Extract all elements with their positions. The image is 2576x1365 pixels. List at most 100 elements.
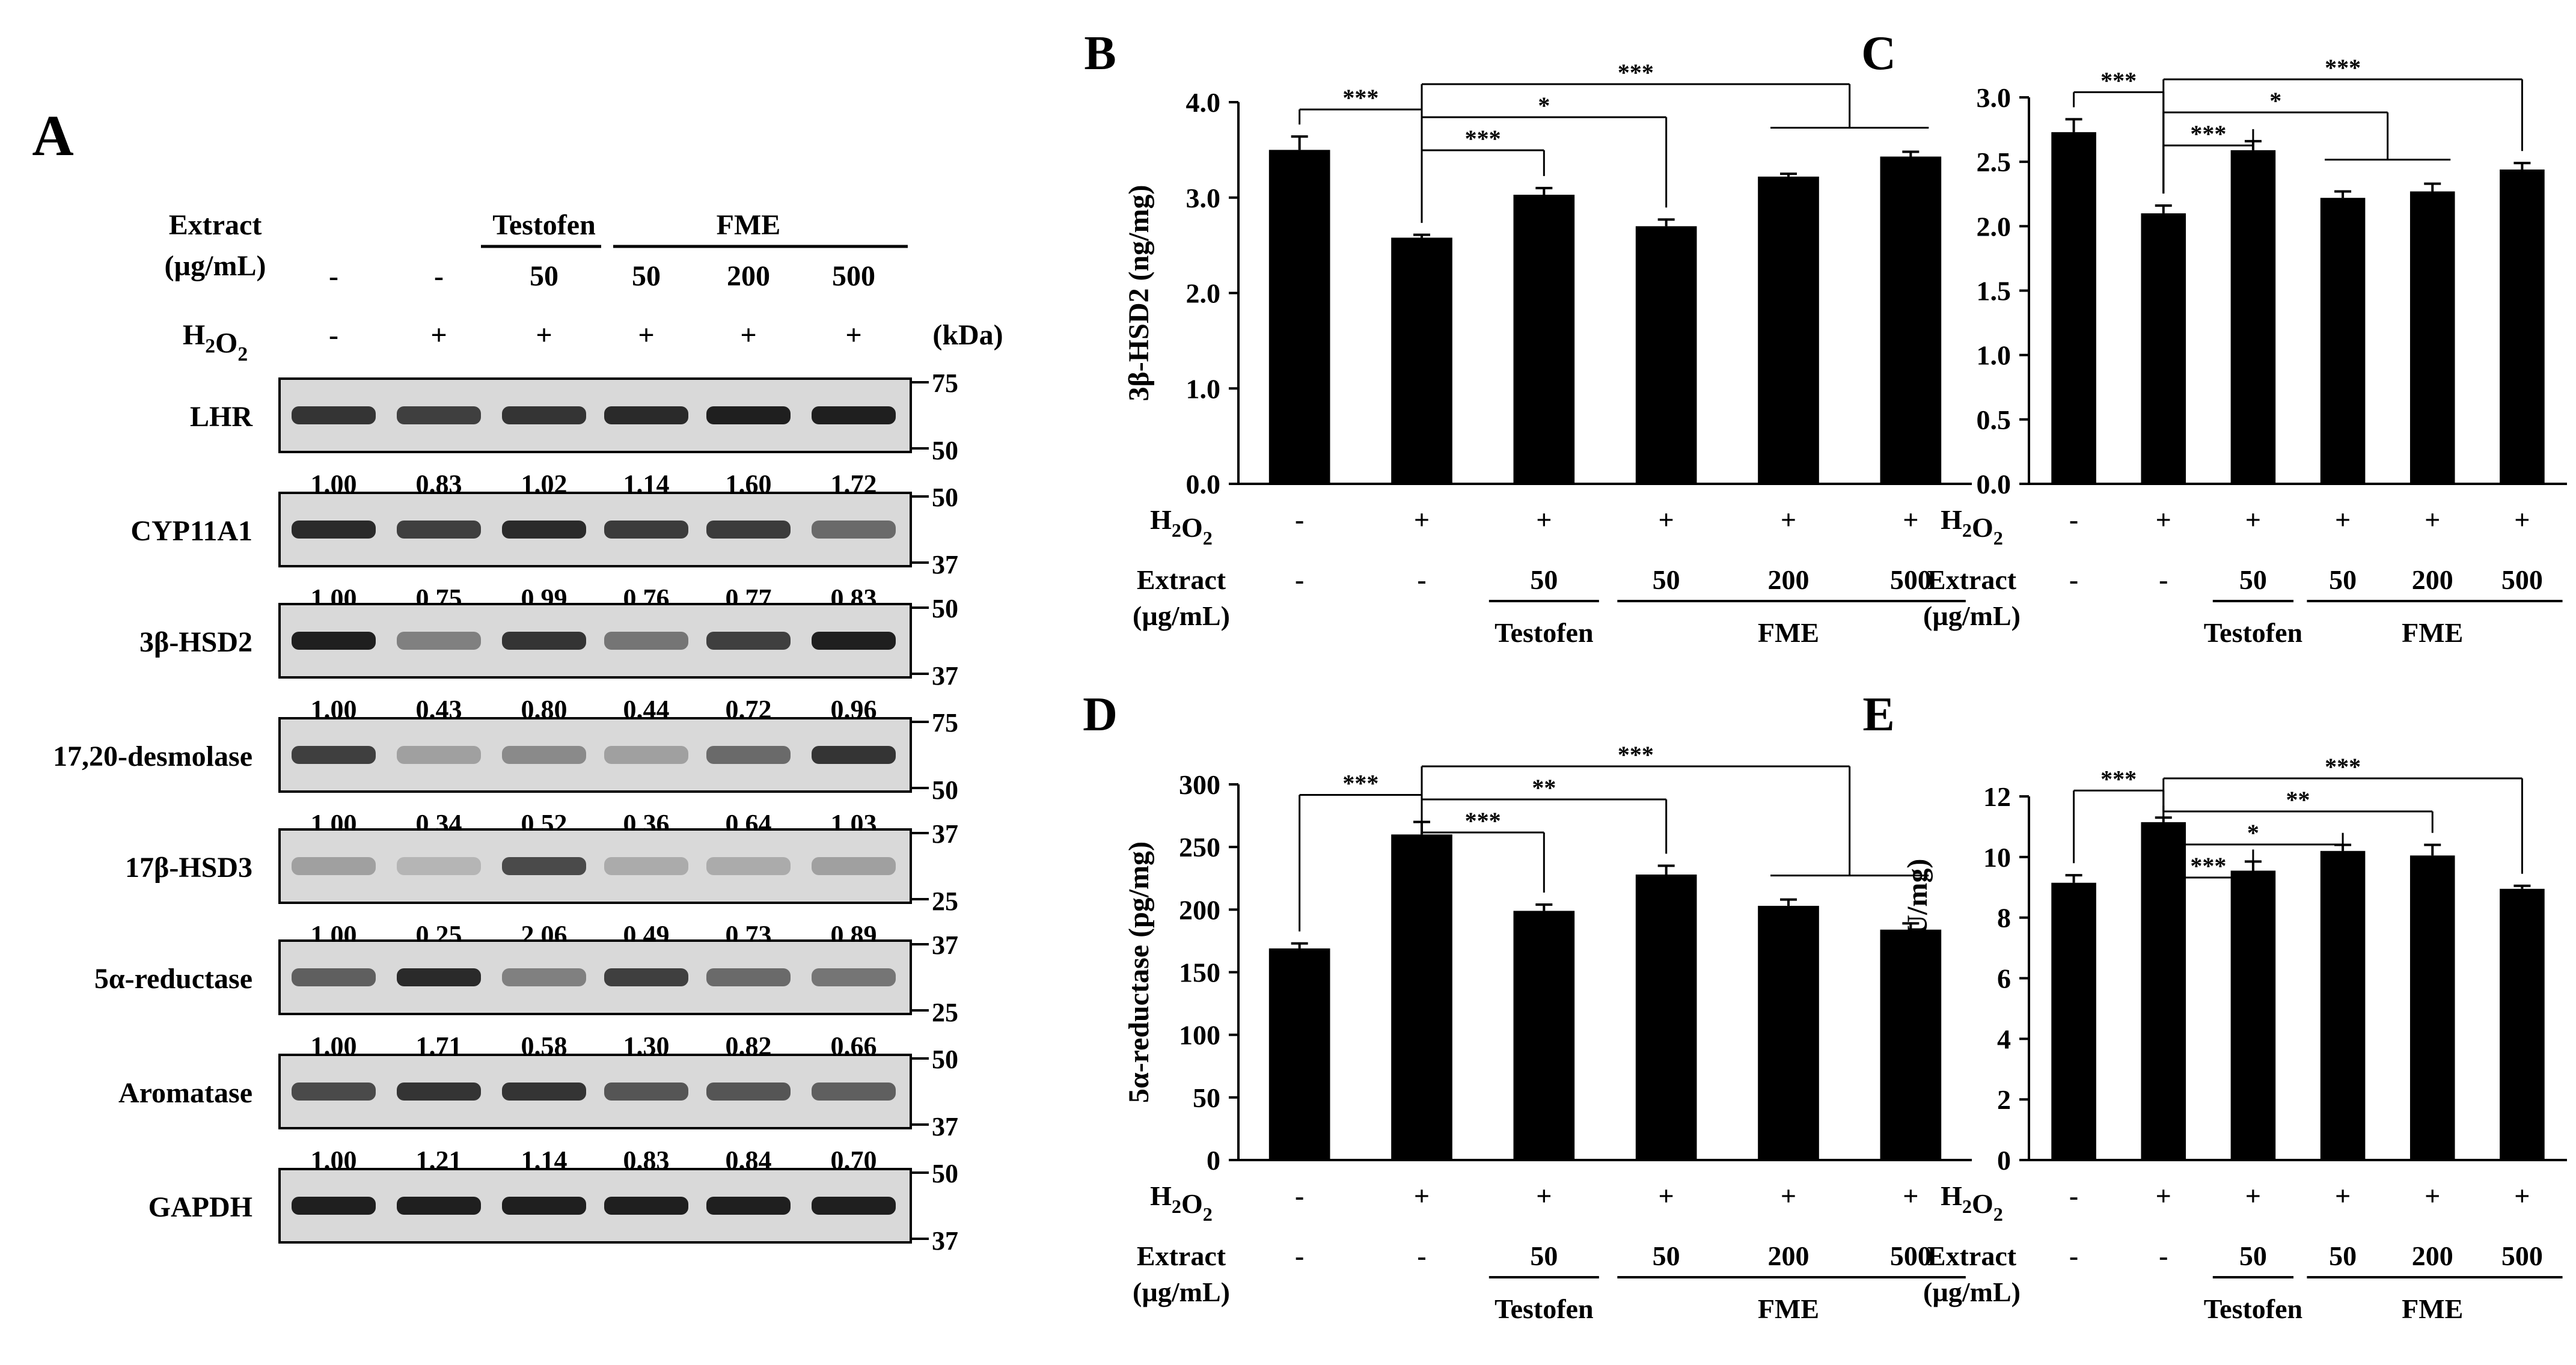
h2o2-sign: + [2425,504,2440,535]
h2o2-sign: - [329,319,338,351]
significance-label: *** [1342,770,1378,797]
h2o2-sign: + [845,319,861,351]
protein-band [706,746,791,764]
dose-label: 50 [2329,564,2357,595]
protein-band [502,746,586,764]
panel-letter: B [1084,27,1116,80]
protein-band [292,746,376,764]
h2o2-sign: + [2335,504,2351,535]
units-label: (µg/mL) [1923,1277,2021,1307]
protein-band [812,521,896,539]
marker-label: 37 [932,819,958,849]
protein-band [292,521,376,539]
group-fme-label: FME [2402,617,2463,648]
dose-label: 200 [2412,1241,2453,1271]
marker-label: 50 [932,1045,958,1074]
significance-label: *** [1465,807,1501,834]
bar [1758,906,1819,1160]
significance-label: *** [2190,120,2226,147]
dose-label: - [2069,564,2078,595]
dose-label: 50 [2239,1241,2267,1271]
protein-band [502,968,586,986]
significance-label: *** [2325,753,2361,780]
y-tick-label: 0.0 [1186,469,1221,499]
h2o2-sign: + [2245,504,2261,535]
protein-label: 17,20-desmolase [53,741,252,772]
bar [2051,882,2096,1160]
protein-band [604,746,688,764]
protein-band [397,1197,481,1215]
protein-band [812,857,896,875]
y-tick-label: 0.0 [1977,469,2012,499]
dose-label: - [434,260,444,292]
h2o2-sign: - [2069,1180,2078,1211]
bar [2230,150,2276,484]
bar [2500,888,2545,1160]
significance-label: *** [1618,741,1654,768]
group-testofen-label: Testofen [492,209,596,241]
protein-label: 17β-HSD3 [125,852,252,884]
significance-label: *** [2100,67,2137,94]
y-tick-label: 250 [1179,832,1220,863]
y-tick-label: 6 [1997,963,2011,994]
protein-band [604,1083,688,1101]
dose-label: 50 [530,260,558,292]
dose-label: 500 [1890,564,1932,595]
h2o2-sign: + [2425,1180,2440,1211]
marker-label: 37 [932,661,958,691]
protein-band [502,406,586,424]
bar [2409,855,2455,1160]
y-tick-label: 2 [1997,1084,2011,1115]
protein-band [706,632,791,650]
dose-label: 500 [832,260,875,292]
protein-band [502,632,586,650]
group-fme-label: FME [2402,1293,2463,1324]
h2o2-sign: + [1414,1180,1430,1211]
significance-bracket: *** [1421,807,1545,893]
h2o2-sign: + [1781,504,1796,535]
marker-label: 50 [932,1159,958,1188]
dose-label: 50 [632,260,661,292]
significance-label: * [1538,92,1550,119]
chart-panel-d: D 5α-reductase (pg/mg) 0 50 100 150 200 250 300 *… [1083,688,1972,1324]
y-tick-label: 3.0 [1977,82,2012,113]
protein-band [706,1197,791,1215]
dose-label: 50 [1653,1241,1680,1271]
significance-bracket: *** [1421,741,1929,877]
marker-label: 50 [932,436,958,465]
protein-band [706,406,791,424]
y-tick-label: 0.5 [1977,405,2012,435]
protein-band [502,857,586,875]
protein-band [812,406,896,424]
dose-label: 200 [727,260,770,292]
bar [2320,198,2366,484]
h2o2-sign: + [2335,1180,2351,1211]
y-tick-label: 2.5 [1977,147,2012,177]
chart-panel-b: B3β-HSD2 (ng/mg)0.01.02.03.04.0 *********… [1084,27,1972,648]
protein-band [502,1197,586,1215]
protein-band [706,521,791,539]
dose-label: 50 [1530,1241,1558,1271]
marker-label: 50 [932,483,958,512]
protein-label: CYP11A1 [130,515,252,547]
y-tick-label: 2.0 [1186,278,1221,309]
y-tick-label: 4 [1997,1024,2011,1054]
bar [2051,132,2096,484]
panel-letter: C [1861,27,1896,80]
panel-letter: A [32,103,73,168]
blot-image [278,939,912,1015]
dose-label: - [1295,1241,1304,1271]
significance-bracket: ** [1421,774,1668,854]
protein-band [292,632,376,650]
y-tick-label: 0 [1997,1145,2011,1176]
bar [1513,911,1575,1160]
protein-band [397,406,481,424]
h2o2-sign: + [1414,504,1430,535]
blot-image [278,1168,912,1244]
protein-band [604,632,688,650]
protein-band [604,521,688,539]
y-tick-label: 1.0 [1186,373,1221,404]
significance-label: * [2247,819,2259,846]
h2o2-sign: + [536,319,552,351]
h2o2-sign: + [638,319,654,351]
